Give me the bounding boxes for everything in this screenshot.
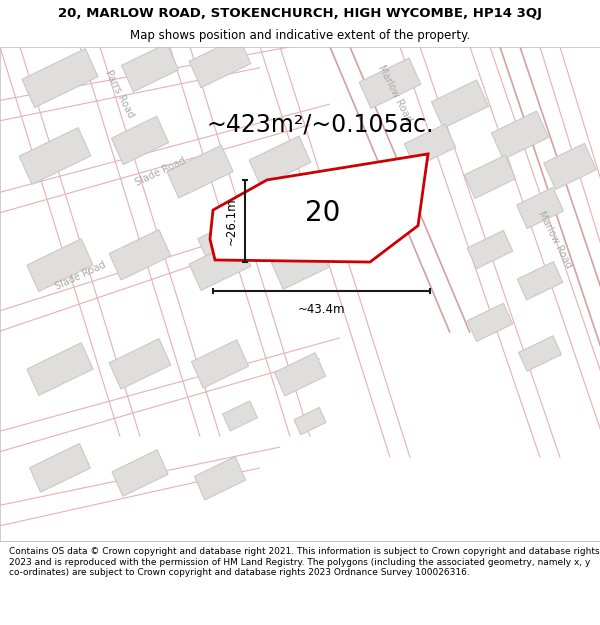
- Polygon shape: [112, 116, 169, 164]
- Polygon shape: [249, 136, 311, 186]
- Polygon shape: [29, 444, 91, 493]
- Polygon shape: [112, 450, 168, 496]
- Polygon shape: [22, 49, 98, 108]
- Polygon shape: [27, 342, 93, 396]
- Polygon shape: [167, 145, 233, 198]
- Polygon shape: [467, 303, 513, 341]
- Polygon shape: [404, 124, 455, 168]
- Text: Marlow Road: Marlow Road: [376, 63, 413, 124]
- Text: Slade Road: Slade Road: [53, 259, 107, 292]
- Polygon shape: [431, 80, 488, 128]
- Polygon shape: [517, 188, 563, 229]
- Text: 20, MARLOW ROAD, STOKENCHURCH, HIGH WYCOMBE, HP14 3QJ: 20, MARLOW ROAD, STOKENCHURCH, HIGH WYCO…: [58, 7, 542, 19]
- Polygon shape: [517, 262, 563, 300]
- Polygon shape: [359, 58, 421, 109]
- Polygon shape: [491, 111, 548, 159]
- Polygon shape: [294, 408, 326, 435]
- Text: 20: 20: [305, 199, 341, 228]
- Polygon shape: [109, 229, 171, 280]
- Polygon shape: [289, 204, 351, 254]
- Polygon shape: [191, 340, 248, 388]
- Polygon shape: [27, 239, 93, 291]
- Polygon shape: [189, 240, 251, 291]
- Polygon shape: [19, 127, 91, 184]
- Polygon shape: [274, 352, 326, 396]
- Polygon shape: [189, 38, 251, 88]
- Polygon shape: [271, 241, 329, 289]
- Text: Parrs Road: Parrs Road: [104, 68, 136, 119]
- Polygon shape: [467, 231, 513, 269]
- Polygon shape: [223, 401, 257, 431]
- Polygon shape: [109, 339, 171, 389]
- Polygon shape: [194, 457, 245, 500]
- Text: Contains OS data © Crown copyright and database right 2021. This information is : Contains OS data © Crown copyright and d…: [9, 548, 599, 577]
- Text: ~26.1m: ~26.1m: [224, 197, 238, 245]
- Text: Marlow Road: Marlow Road: [536, 209, 574, 269]
- Text: Slade Road: Slade Road: [133, 156, 187, 188]
- Polygon shape: [464, 155, 515, 199]
- Text: Map shows position and indicative extent of the property.: Map shows position and indicative extent…: [130, 29, 470, 42]
- Polygon shape: [544, 143, 596, 189]
- Polygon shape: [121, 44, 179, 92]
- Text: ~43.4m: ~43.4m: [298, 303, 345, 316]
- Polygon shape: [210, 154, 428, 262]
- Text: ~423m²/~0.105ac.: ~423m²/~0.105ac.: [206, 113, 434, 137]
- Polygon shape: [198, 213, 262, 265]
- Polygon shape: [518, 336, 562, 371]
